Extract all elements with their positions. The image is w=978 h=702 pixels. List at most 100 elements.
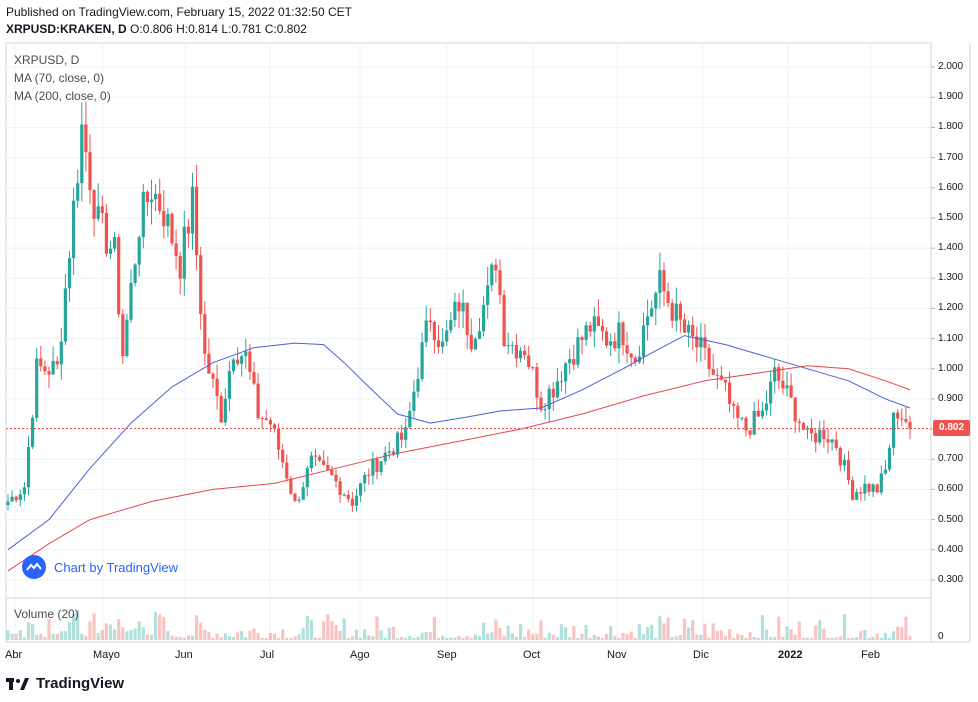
y-tick-label: 1.800 (938, 121, 964, 133)
candle-body (633, 357, 637, 363)
candle-body (851, 480, 855, 500)
candle-body (592, 316, 596, 332)
volume-bar (609, 626, 613, 640)
candle-body (424, 320, 428, 343)
candle-body (715, 374, 719, 376)
volume-bar (711, 623, 715, 640)
volume-bar (149, 634, 154, 640)
legend-symbol[interactable]: XRPUSD, D (14, 53, 80, 67)
volume-bar (637, 623, 641, 640)
candle-body (875, 484, 879, 493)
volume-bar (781, 636, 785, 640)
volume-bar (477, 636, 482, 640)
candle-body (477, 331, 482, 339)
volume-bar (892, 631, 896, 640)
volume-bar (133, 628, 137, 640)
candle-body (408, 410, 412, 428)
volume-bar (363, 629, 367, 640)
volume-bar (96, 633, 100, 640)
candle-body (72, 200, 76, 259)
volume-bar (371, 636, 375, 640)
volume-bar (605, 633, 609, 640)
volume-bar (596, 636, 600, 640)
candle-body (203, 314, 207, 354)
candle-body (752, 410, 756, 435)
tradingview-logo[interactable]: TradingView (6, 675, 124, 692)
volume-bar (318, 637, 322, 640)
candle-body (117, 237, 121, 315)
volume-bar (264, 638, 268, 640)
x-tick-label: Abr (5, 649, 23, 661)
candle-body (76, 183, 80, 201)
volume-bar (473, 634, 477, 640)
volume-bar (838, 636, 842, 640)
volume-bar (723, 635, 728, 640)
volume-bar (568, 637, 572, 640)
volume-bar (281, 629, 285, 640)
y-tick-label: 0.700 (938, 453, 964, 465)
candle-body (609, 341, 613, 346)
candle-body (650, 308, 654, 317)
volume-bar (272, 633, 277, 640)
candle-body (207, 353, 211, 374)
y-tick-label: 1.300 (938, 272, 964, 284)
volume-bar (141, 627, 145, 640)
candle-body (223, 398, 227, 423)
volume-bar (588, 637, 592, 640)
legend-ma200[interactable]: MA (200, close, 0) (14, 89, 111, 103)
chart-by-tradingview[interactable]: Chart by TradingView (22, 555, 178, 579)
volume-bar (244, 637, 248, 640)
volume-bar (691, 620, 695, 640)
candle-body (293, 493, 297, 501)
volume-bar (810, 637, 814, 640)
volume-bar (346, 637, 350, 640)
y-tick-label: 1.500 (938, 211, 964, 223)
volume-bar (72, 613, 76, 640)
volume-label[interactable]: Volume (20) (14, 607, 79, 621)
volume-bar (764, 629, 769, 640)
candle-body (154, 193, 158, 200)
volume-bar (662, 623, 666, 640)
volume-bar (752, 636, 756, 640)
volume-bar (154, 611, 158, 640)
volume-bar (441, 635, 445, 640)
candle-body (723, 379, 728, 383)
candle-body (236, 359, 240, 364)
candle-body (59, 341, 63, 365)
candle-body (297, 499, 301, 501)
candle-body (814, 433, 818, 443)
volume-bar (125, 631, 129, 640)
volume-bar (469, 637, 473, 640)
volume-bar (707, 637, 711, 640)
y-tick-label: 1.200 (938, 302, 964, 314)
volume-bar (428, 632, 432, 640)
volume-bar (703, 623, 707, 640)
candle-body (547, 388, 551, 410)
candle-body (863, 483, 867, 494)
candle-body (313, 455, 318, 457)
volume-bar (896, 626, 900, 640)
volume-bar (158, 614, 162, 640)
volume-bar (121, 627, 125, 640)
legend-ma70[interactable]: MA (70, close, 0) (14, 71, 105, 85)
volume-bar (695, 634, 699, 640)
candle-body (141, 191, 145, 238)
volume-bar (805, 637, 810, 640)
volume-bar (867, 637, 871, 640)
volume-bar (379, 630, 383, 640)
candle-body (211, 373, 215, 379)
volume-bar (514, 636, 518, 640)
candle-body (367, 474, 371, 476)
candle-body (748, 430, 752, 435)
candle-body (584, 325, 588, 341)
candle-body (559, 381, 564, 383)
volume-bar (350, 636, 354, 640)
candle-body (719, 375, 723, 380)
candle-body (51, 361, 55, 375)
volume-bar (531, 634, 535, 640)
candle-body (121, 314, 125, 356)
candle-body (395, 432, 400, 455)
candle-body (908, 421, 912, 429)
volume-bar (59, 631, 63, 640)
